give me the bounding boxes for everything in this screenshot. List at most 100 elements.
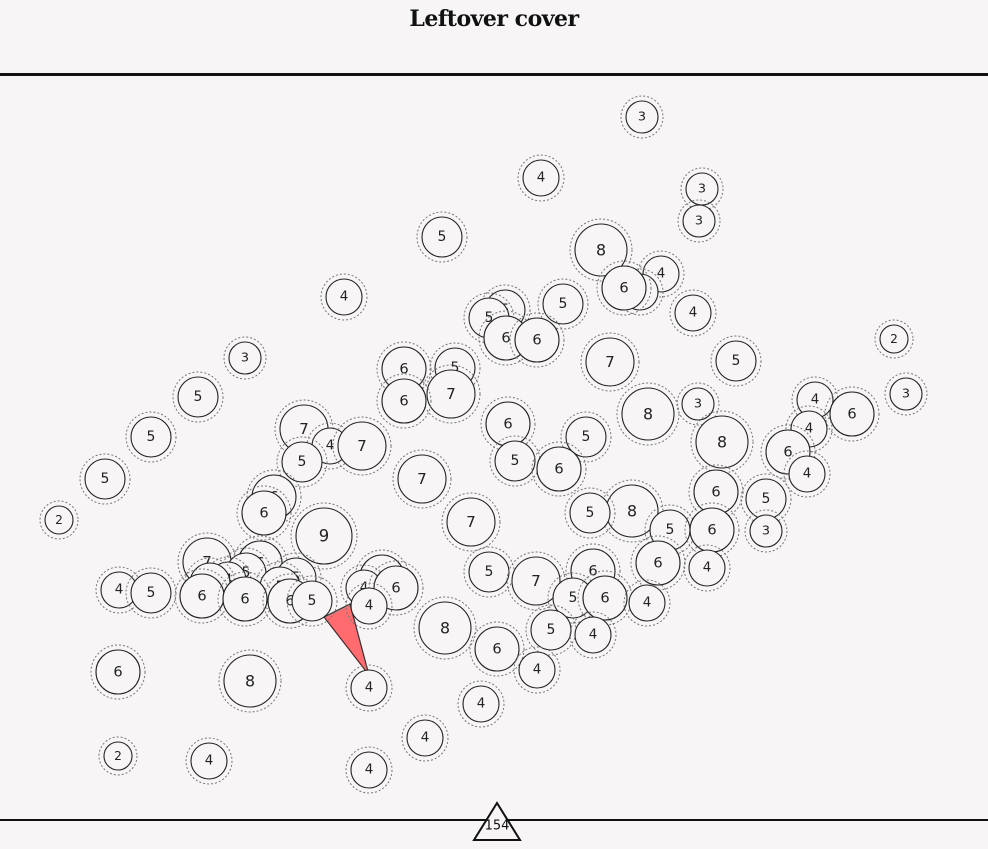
node[interactable]: 5 — [286, 575, 338, 627]
node-value: 6 — [532, 332, 541, 349]
node[interactable]: 6 — [236, 485, 292, 541]
node[interactable]: 8 — [218, 649, 282, 713]
node[interactable]: 6 — [577, 570, 633, 626]
node-range-ring — [688, 464, 744, 520]
node[interactable]: 7 — [441, 492, 501, 552]
node-value: 6 — [503, 416, 512, 433]
node[interactable]: 8 — [600, 479, 664, 543]
node[interactable]: 4 — [345, 582, 393, 630]
node-circle — [130, 572, 172, 614]
node[interactable]: 6 — [509, 312, 565, 368]
node[interactable]: 5 — [489, 435, 541, 487]
game-title: Leftover cover — [409, 6, 579, 32]
node-circle — [418, 601, 472, 655]
node-range-ring — [785, 405, 833, 453]
node-circle — [223, 654, 277, 708]
node-value: 4 — [537, 171, 546, 186]
counter: 154 — [472, 801, 522, 841]
node-range-ring — [185, 737, 233, 785]
node[interactable]: 4 — [569, 611, 617, 659]
node[interactable]: 8 — [413, 596, 477, 660]
node[interactable]: 5 — [564, 487, 616, 539]
node[interactable]: 6 — [824, 386, 880, 442]
node[interactable]: 2 — [39, 500, 79, 540]
node[interactable]: 7 — [332, 416, 392, 476]
node[interactable]: 6 — [376, 341, 432, 397]
node[interactable]: 5 — [740, 473, 792, 525]
node-circle — [337, 421, 387, 471]
node-range-ring — [236, 485, 292, 541]
node[interactable]: 3 — [677, 199, 721, 243]
node[interactable]: 4 — [320, 273, 368, 321]
node[interactable]: 4 — [345, 664, 393, 712]
node[interactable]: 4 — [345, 746, 393, 794]
node-value: 6 — [619, 280, 628, 297]
node[interactable]: 6 — [469, 621, 525, 677]
node-value: 5 — [666, 522, 675, 538]
node[interactable]: 2 — [874, 319, 914, 359]
node-value: 6 — [501, 330, 510, 347]
node-value: 7 — [417, 470, 427, 488]
node[interactable]: 2 — [98, 736, 138, 776]
node[interactable]: 6 — [376, 373, 432, 429]
node[interactable]: 8 — [690, 410, 754, 474]
node-circle — [688, 549, 726, 587]
node[interactable]: 4 — [401, 714, 449, 762]
node-value: 5 — [762, 491, 771, 507]
node[interactable]: 8 — [616, 382, 680, 446]
node[interactable]: 5 — [276, 436, 328, 488]
node[interactable]: 4 — [457, 680, 505, 728]
node[interactable]: 5 — [416, 211, 468, 263]
node[interactable]: 5 — [79, 453, 131, 505]
node-circle — [681, 387, 715, 421]
node[interactable]: 4 — [185, 737, 233, 785]
node-value: 4 — [205, 754, 214, 769]
node-circle — [241, 490, 287, 536]
node-value: 6 — [259, 505, 268, 522]
node-circle — [222, 576, 268, 622]
node-range-ring — [480, 396, 536, 452]
node[interactable]: 6 — [684, 502, 740, 558]
node[interactable]: 5 — [537, 278, 589, 330]
node[interactable]: 7 — [580, 332, 640, 392]
node[interactable]: 5 — [463, 546, 515, 598]
node-value: 4 — [803, 467, 812, 482]
node[interactable]: 4 — [513, 646, 561, 694]
node[interactable]: 3 — [620, 95, 664, 139]
node[interactable]: 6 — [688, 464, 744, 520]
node[interactable]: 7 — [421, 364, 481, 424]
node-value: 4 — [365, 681, 374, 696]
node[interactable]: 6 — [630, 535, 686, 591]
node[interactable]: 4 — [683, 544, 731, 592]
node-value: 4 — [811, 393, 820, 408]
node-range-ring — [376, 373, 432, 429]
node[interactable]: 5 — [560, 411, 612, 463]
node-range-ring — [332, 416, 392, 476]
node[interactable]: 5 — [172, 371, 224, 423]
node[interactable]: 5 — [125, 411, 177, 463]
node[interactable]: 5 — [710, 335, 762, 387]
node[interactable]: 9 — [290, 502, 358, 570]
node-range-ring — [125, 411, 177, 463]
node[interactable]: 4 — [783, 450, 831, 498]
node[interactable]: 3 — [744, 509, 788, 553]
node[interactable]: 7 — [392, 449, 452, 509]
node-range-ring — [509, 312, 565, 368]
node[interactable]: 3 — [884, 372, 928, 416]
node[interactable]: 6 — [217, 571, 273, 627]
node[interactable]: 3 — [223, 336, 267, 380]
node-circle — [574, 616, 612, 654]
node-value: 8 — [440, 619, 450, 638]
node[interactable]: 4 — [517, 154, 565, 202]
node[interactable]: 4 — [669, 289, 717, 337]
node[interactable]: 6 — [596, 260, 652, 316]
node[interactable]: 6 — [531, 441, 587, 497]
node-range-ring — [441, 492, 501, 552]
node-value: 3 — [762, 524, 770, 539]
node[interactable]: 4 — [623, 579, 671, 627]
node-range-ring — [637, 250, 685, 298]
node[interactable]: 5 — [125, 567, 177, 619]
node-layer: 3433584464545566237565357643866745547865… — [39, 95, 928, 794]
node[interactable]: 6 — [90, 644, 146, 700]
